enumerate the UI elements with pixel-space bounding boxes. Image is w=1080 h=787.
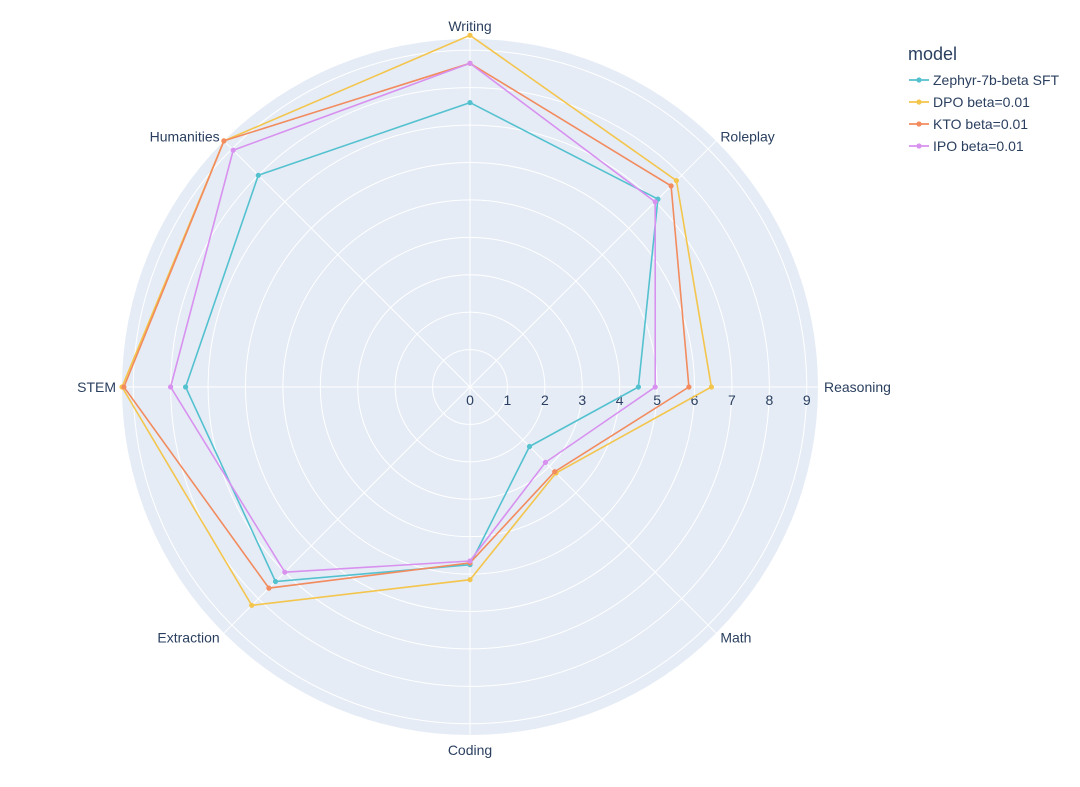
axis-label-extraction: Extraction — [157, 629, 219, 645]
series-3 — [168, 60, 658, 575]
data-point — [168, 384, 174, 390]
radial-tick-label: 3 — [578, 392, 586, 408]
data-point — [255, 172, 261, 178]
data-point — [708, 384, 715, 390]
radial-tick-label: 7 — [728, 392, 736, 408]
data-point — [183, 384, 189, 390]
radial-tick-label: 1 — [504, 392, 512, 408]
data-point — [635, 384, 642, 390]
data-point — [249, 602, 255, 608]
legend-swatch-marker — [916, 77, 922, 83]
legend-swatch — [909, 77, 929, 83]
legend: model Zephyr-7b-beta SFT DPO beta=0.01 KTO… — [908, 44, 1059, 157]
axis-label-roleplay: Roleplay — [720, 129, 774, 145]
grid-spoke — [469, 386, 717, 634]
legend-label: IPO beta=0.01 — [933, 138, 1024, 154]
legend-label: DPO beta=0.01 — [933, 94, 1030, 110]
data-point — [266, 585, 272, 591]
legend-item[interactable]: DPO beta=0.01 — [908, 91, 1059, 113]
legend-item[interactable]: Zephyr-7b-beta SFT — [908, 69, 1059, 91]
axis-label-stem: STEM — [77, 379, 116, 395]
legend-swatch — [909, 143, 929, 149]
data-point — [542, 459, 549, 465]
radial-tick-label: 6 — [691, 392, 699, 408]
axis-label-humanities: Humanities — [150, 129, 220, 145]
data-point — [467, 577, 473, 583]
data-point — [282, 569, 288, 575]
data-point — [652, 199, 658, 205]
data-point — [467, 100, 473, 106]
legend-swatch-marker — [916, 121, 922, 127]
grid-spoke — [223, 140, 471, 388]
radial-tick-labels: 0 1 2 3 4 5 6 7 8 9 — [466, 392, 811, 408]
series-layer — [119, 32, 715, 608]
angular-axis-labels: Writing Roleplay Reasoning Math Coding Extrac… — [77, 18, 891, 758]
data-point — [221, 138, 227, 144]
axis-label-coding: Coding — [448, 742, 492, 758]
grid-spoke — [223, 386, 471, 634]
legend-label: KTO beta=0.01 — [933, 116, 1029, 132]
legend-item[interactable]: KTO beta=0.01 — [908, 113, 1059, 135]
data-point — [673, 178, 680, 184]
data-point — [526, 443, 533, 450]
data-point — [652, 384, 658, 390]
data-point — [230, 147, 236, 153]
data-point — [668, 183, 674, 189]
legend-label: Zephyr-7b-beta SFT — [933, 72, 1060, 88]
data-point — [552, 469, 558, 475]
radial-tick-label: 5 — [653, 392, 661, 408]
data-point — [467, 60, 473, 66]
radial-tick-label: 8 — [765, 392, 773, 408]
legend-swatch — [909, 99, 929, 105]
radial-tick-label: 0 — [466, 392, 474, 408]
axis-label-reasoning: Reasoning — [824, 379, 891, 395]
legend-swatch — [909, 121, 929, 127]
radial-tick-label: 2 — [541, 392, 549, 408]
legend-items: Zephyr-7b-beta SFT DPO beta=0.01 KTO beta=… — [908, 69, 1059, 157]
radial-tick-label: 9 — [803, 392, 811, 408]
data-point — [272, 578, 279, 585]
data-point — [467, 558, 473, 564]
data-point — [467, 32, 473, 38]
data-point — [121, 384, 127, 390]
data-point — [686, 384, 692, 390]
radial-tick-label: 4 — [616, 392, 624, 408]
legend-item[interactable]: IPO beta=0.01 — [908, 135, 1059, 157]
legend-title: model — [908, 44, 958, 64]
axis-label-math: Math — [720, 629, 751, 645]
legend-swatch-marker — [916, 143, 922, 149]
axis-label-writing: Writing — [448, 18, 491, 34]
legend-swatch-marker — [916, 99, 922, 105]
